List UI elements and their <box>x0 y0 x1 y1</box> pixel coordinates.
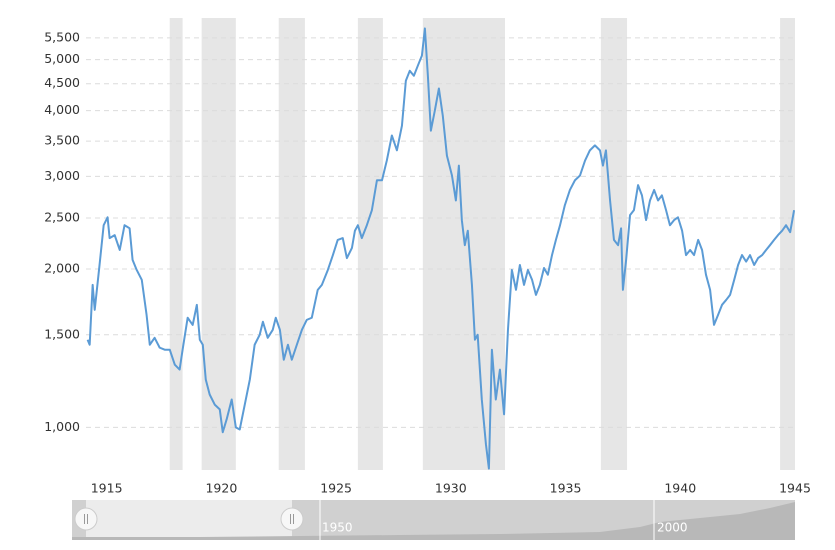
x-tick-label: 1930 <box>435 481 467 496</box>
y-tick-label: 4,500 <box>44 75 80 90</box>
y-tick-label: 1,500 <box>44 326 80 341</box>
navigator[interactable]: 1950 2000 <box>72 500 795 540</box>
navigator-handle[interactable] <box>74 507 98 531</box>
y-tick-label: 5,500 <box>44 29 80 44</box>
x-tick-label: 1945 <box>779 481 811 496</box>
navigator-window[interactable] <box>86 500 292 540</box>
y-tick-label: 4,000 <box>44 102 80 117</box>
y-tick-label: 2,000 <box>44 261 80 276</box>
y-tick-label: 3,500 <box>44 133 80 148</box>
y-tick-label: 2,500 <box>44 210 80 225</box>
y-tick-label: 3,000 <box>44 168 80 183</box>
y-tick-label: 5,000 <box>44 51 80 66</box>
navigator-label: 1950 <box>322 521 353 535</box>
x-tick-label: 1920 <box>205 481 237 496</box>
navigator-area <box>72 502 795 540</box>
line-series <box>86 27 796 470</box>
recession-band <box>357 18 383 470</box>
x-tick-label: 1940 <box>664 481 696 496</box>
navigator-handle[interactable] <box>280 507 304 531</box>
recession-band <box>780 18 795 470</box>
recession-band <box>600 18 628 470</box>
y-tick-label: 1,000 <box>44 419 80 434</box>
x-tick-label: 1915 <box>91 481 123 496</box>
x-tick-label: 1935 <box>550 481 582 496</box>
recession-band <box>169 18 183 470</box>
navigator-label: 2000 <box>657 521 688 535</box>
recession-band <box>278 18 305 470</box>
recession-band <box>201 18 236 470</box>
x-tick-label: 1925 <box>320 481 352 496</box>
